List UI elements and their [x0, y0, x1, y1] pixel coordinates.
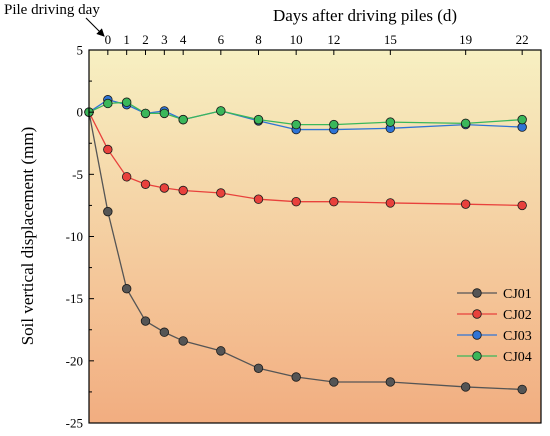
data-point-cj01 — [216, 346, 226, 356]
x-tick-label: 19 — [459, 32, 472, 47]
data-point-cj04 — [103, 98, 113, 109]
x-tick-label: 12 — [327, 32, 340, 47]
data-point-cj02 — [103, 144, 113, 155]
legend-marker-cj03 — [472, 330, 482, 340]
legend-label-cj02: CJ02 — [503, 308, 532, 323]
data-point-cj01 — [385, 377, 396, 387]
data-point-cj01 — [517, 384, 527, 395]
y-axis-title: Soil vertical displacement (mm) — [18, 127, 37, 346]
data-point-cj02 — [121, 172, 132, 182]
data-point-cj02 — [178, 185, 188, 196]
data-point-cj02 — [385, 198, 396, 208]
y-tick-label: 5 — [77, 43, 84, 58]
data-point-cj01 — [291, 372, 301, 382]
data-point-cj04 — [159, 108, 170, 119]
x-tick-label: 1 — [123, 32, 130, 47]
legend-marker-cj02 — [472, 309, 482, 319]
x-tick-label: 3 — [161, 32, 168, 47]
data-point-cj04 — [121, 97, 132, 107]
data-point-cj01 — [121, 284, 132, 294]
data-point-cj02 — [216, 188, 226, 198]
data-point-cj04 — [216, 106, 226, 116]
data-point-cj02 — [253, 194, 264, 204]
data-point-cj04 — [178, 114, 188, 125]
data-point-cj02 — [460, 199, 471, 209]
y-tick-label: -20 — [66, 353, 83, 368]
y-tick-label: -10 — [66, 229, 83, 244]
x-tick-label: 4 — [180, 32, 187, 47]
annotation-arrow — [85, 17, 105, 37]
data-point-cj04 — [385, 117, 396, 127]
y-tick-label: -25 — [66, 416, 83, 431]
data-point-cj02 — [329, 196, 339, 207]
data-point-cj01 — [329, 377, 339, 387]
y-tick-label: 0 — [77, 105, 84, 120]
legend: CJ01 CJ02 CJ03 CJ04 — [457, 287, 532, 365]
data-point-cj04 — [329, 119, 339, 130]
y-tick-label: -5 — [72, 167, 83, 182]
data-point-cj04 — [291, 119, 301, 130]
x-tick-label: 15 — [384, 32, 397, 47]
data-point-cj02 — [159, 183, 170, 193]
data-point-cj01 — [103, 206, 113, 217]
legend-marker-cj01 — [472, 288, 482, 298]
data-point-cj01 — [140, 316, 151, 326]
x-tick-label: 0 — [105, 32, 112, 47]
y-tick-label: -15 — [66, 291, 83, 306]
data-point-cj01 — [253, 363, 264, 373]
x-tick-label: 22 — [516, 32, 529, 47]
data-point-cj02 — [517, 200, 527, 211]
data-point-cj02 — [140, 179, 151, 189]
y-axis-ticks: 5 0 -5 -10 -15 -20 -25 — [66, 43, 94, 431]
data-point-cj01 — [159, 327, 170, 337]
x-tick-label: 10 — [290, 32, 303, 47]
data-point-cj04 — [140, 108, 151, 119]
x-axis-ticks: 0 1 2 3 4 6 8 10 12 15 19 22 — [105, 32, 529, 55]
data-point-cj04 — [460, 118, 471, 129]
x-axis-title: Days after driving piles (d) — [273, 6, 457, 25]
data-point-cj01 — [460, 382, 471, 392]
pile-driving-day-annotation: Pile driving day — [4, 2, 100, 18]
x-tick-label: 2 — [142, 32, 149, 47]
x-tick-label: 8 — [255, 32, 262, 47]
data-point-cj04 — [517, 114, 527, 125]
legend-label-cj01: CJ01 — [503, 287, 532, 302]
data-point-cj02 — [291, 196, 301, 207]
legend-label-cj04: CJ04 — [503, 350, 532, 365]
plot-background — [89, 50, 541, 423]
legend-label-cj03: CJ03 — [503, 329, 532, 344]
x-tick-label: 6 — [218, 32, 225, 47]
legend-marker-cj04 — [472, 351, 482, 361]
data-point-cj04 — [253, 114, 264, 125]
data-point-cj01 — [178, 336, 188, 346]
